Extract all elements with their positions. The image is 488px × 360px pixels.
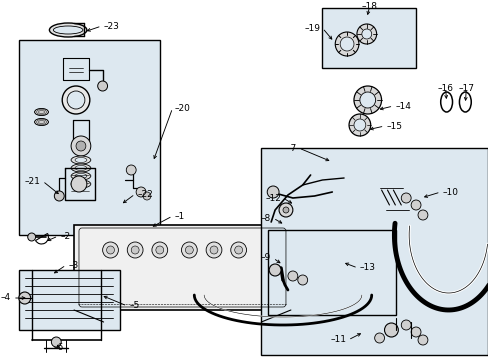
Circle shape [136,187,146,197]
Circle shape [98,81,107,91]
Circle shape [269,264,281,276]
Text: –22: –22 [137,189,153,198]
Text: –7: –7 [286,144,296,153]
Circle shape [266,186,279,198]
Text: –6: –6 [53,343,63,352]
Circle shape [62,86,90,114]
Circle shape [410,327,420,337]
Ellipse shape [71,164,91,172]
Ellipse shape [49,23,87,37]
Circle shape [67,91,85,109]
Circle shape [283,207,288,213]
Circle shape [28,233,36,241]
Circle shape [410,200,420,210]
Bar [19,270,120,330]
Circle shape [279,203,292,217]
Ellipse shape [35,118,48,126]
Bar [268,230,396,315]
Text: –14: –14 [395,102,410,111]
Circle shape [106,246,114,254]
Text: –23: –23 [103,22,119,31]
Circle shape [234,246,242,254]
Text: –9: –9 [261,253,271,262]
Circle shape [19,292,31,304]
Circle shape [126,165,136,175]
Ellipse shape [35,108,48,116]
Circle shape [54,191,64,201]
Circle shape [384,323,398,337]
Circle shape [361,29,371,39]
Text: –3: –3 [68,261,78,270]
Circle shape [185,246,193,254]
Circle shape [76,141,86,151]
Circle shape [359,92,375,108]
Circle shape [102,242,118,258]
Text: –1: –1 [174,212,184,220]
Circle shape [374,333,384,343]
Ellipse shape [75,166,87,171]
Ellipse shape [75,174,87,179]
Circle shape [287,271,297,281]
Circle shape [401,320,410,330]
Circle shape [417,335,427,345]
Circle shape [340,37,353,51]
Circle shape [71,176,87,192]
Circle shape [335,32,358,56]
Circle shape [143,192,151,200]
Text: –19: –19 [304,23,320,32]
Circle shape [348,114,370,136]
Circle shape [156,246,163,254]
Circle shape [297,275,307,285]
Text: –18: –18 [361,1,377,10]
Text: –12: –12 [264,194,281,202]
Circle shape [401,193,410,203]
Text: –4: –4 [1,293,11,302]
Circle shape [356,24,376,44]
Bar [19,40,160,235]
Ellipse shape [75,158,87,162]
Bar [261,148,487,355]
Circle shape [131,246,139,254]
Circle shape [51,337,61,347]
Text: –16: –16 [437,84,453,93]
Text: –17: –17 [457,84,473,93]
Ellipse shape [53,26,83,34]
Circle shape [71,136,91,156]
Text: –13: –13 [359,264,375,273]
Ellipse shape [71,156,91,164]
Text: –11: –11 [329,336,346,345]
Text: –20: –20 [174,104,190,113]
Circle shape [353,119,365,131]
Circle shape [210,246,218,254]
Bar [74,225,290,310]
Bar [322,8,415,68]
Circle shape [152,242,167,258]
Circle shape [127,242,143,258]
Text: –21: –21 [24,176,41,185]
Text: –2: –2 [60,231,70,240]
Ellipse shape [75,181,87,186]
Circle shape [417,210,427,220]
Ellipse shape [71,172,91,180]
Text: –5: –5 [129,302,139,310]
Circle shape [206,242,222,258]
Ellipse shape [71,180,91,188]
Text: –10: –10 [442,188,458,197]
Text: –15: –15 [386,122,402,131]
Text: –8: –8 [261,213,271,222]
Circle shape [230,242,246,258]
Circle shape [181,242,197,258]
Circle shape [353,86,381,114]
